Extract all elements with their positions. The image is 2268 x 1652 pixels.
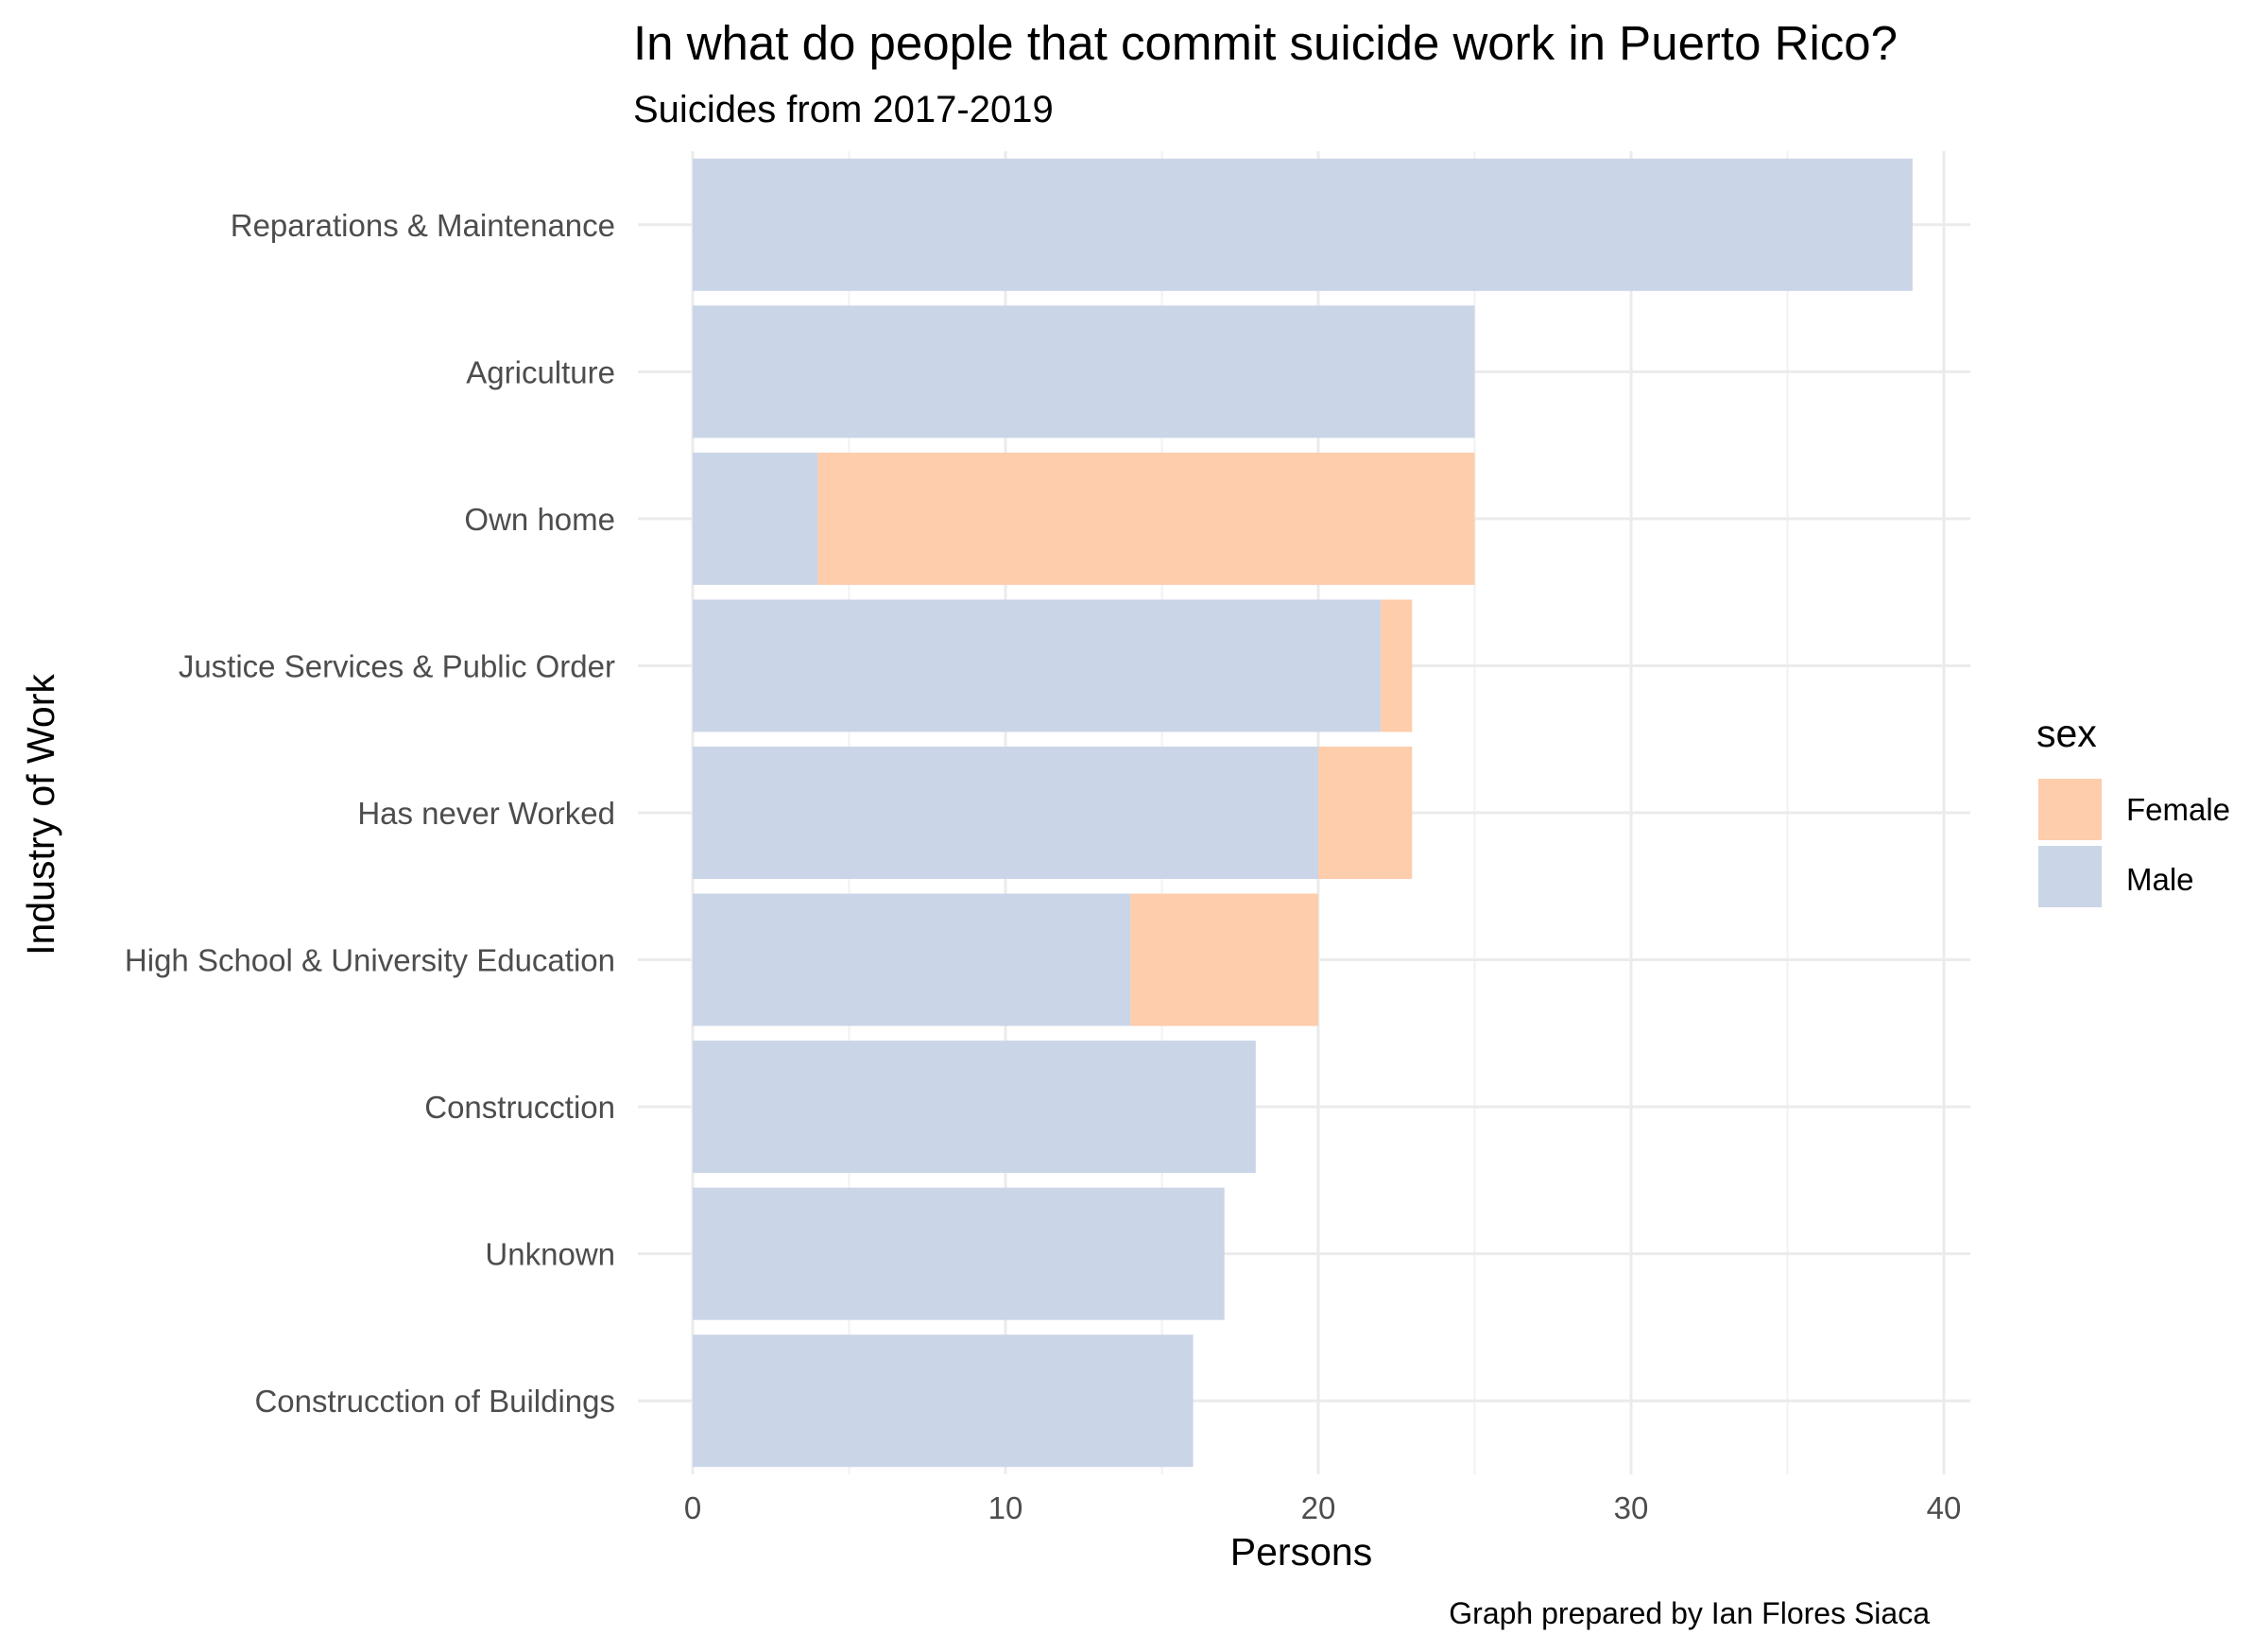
labels-layer: Reparations & Maintenance Agriculture Own … (125, 208, 1961, 1525)
chart-caption: Graph prepared by Ian Flores Siaca (1449, 1596, 1930, 1630)
category-label: Agriculture (466, 354, 615, 389)
bars-layer (693, 158, 1913, 1468)
bar-male (693, 158, 1913, 291)
bar-male (693, 1187, 1225, 1320)
x-tick-label: 10 (988, 1490, 1023, 1525)
legend-label-female: Female (2126, 792, 2230, 827)
bar-male (693, 599, 1382, 732)
legend-swatch-male (2038, 846, 2102, 907)
y-axis-title: Industry of Work (19, 674, 62, 955)
bar-male (693, 1041, 1256, 1174)
bar-male (693, 1334, 1194, 1468)
x-axis-title: Persons (1230, 1530, 1372, 1574)
bar-male (693, 747, 1318, 879)
category-label: Reparations & Maintenance (231, 208, 615, 243)
chart-title: In what do people that commit suicide wo… (633, 16, 1898, 70)
category-label: Own home (464, 502, 615, 537)
x-tick-label: 30 (1614, 1490, 1649, 1525)
legend-swatch-female (2038, 779, 2102, 840)
x-tick-label: 20 (1301, 1490, 1336, 1525)
legend-label-male: Male (2126, 862, 2194, 897)
category-label: Construcction (424, 1090, 615, 1125)
bar-male (693, 305, 1475, 439)
category-label: High School & University Education (125, 943, 615, 978)
bar-male (693, 893, 1131, 1026)
chart-subtitle: Suicides from 2017-2019 (633, 89, 1054, 130)
bar-female (817, 452, 1475, 585)
bar-male (693, 452, 818, 585)
bar-female (1318, 747, 1413, 879)
x-tick-label: 0 (684, 1490, 701, 1525)
legend: sex Female Male (2036, 712, 2230, 907)
category-label: Justice Services & Public Order (179, 648, 615, 683)
bar-female (1381, 599, 1413, 732)
x-tick-label: 40 (1927, 1490, 1962, 1525)
category-label: Has never Worked (357, 796, 615, 831)
bar-female (1130, 893, 1318, 1026)
category-label: Construcction of Buildings (254, 1384, 615, 1419)
legend-title: sex (2036, 712, 2097, 755)
category-label: Unknown (485, 1237, 615, 1272)
